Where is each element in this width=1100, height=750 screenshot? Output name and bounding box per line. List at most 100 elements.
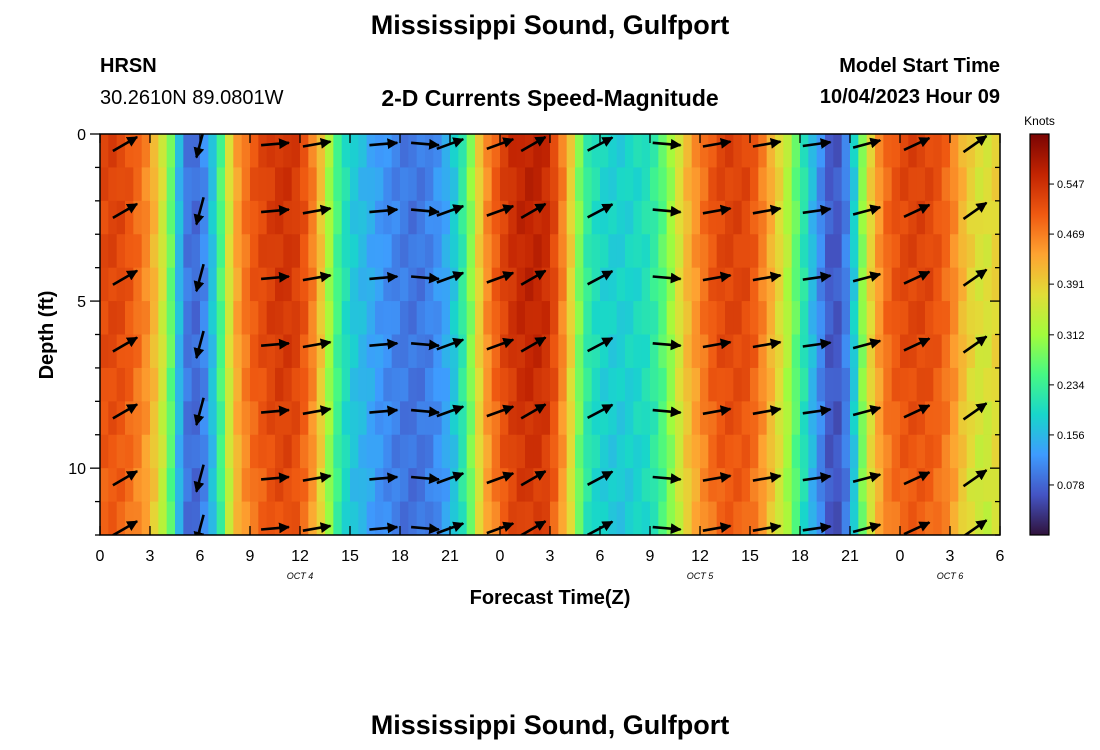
heatmap-cell <box>150 134 159 169</box>
y-tick-label: 10 <box>68 461 86 478</box>
heatmap-cell <box>175 334 184 369</box>
heatmap-cell <box>516 234 526 269</box>
x-tick-label: 0 <box>896 548 905 565</box>
heatmap-cell <box>558 301 568 336</box>
heatmap-cell <box>850 200 859 235</box>
heatmap-cell <box>600 267 609 302</box>
heatmap-cell <box>216 401 226 436</box>
heatmap-cell <box>733 267 743 302</box>
heatmap-cell <box>608 401 618 436</box>
heatmap-cell <box>475 434 484 469</box>
heatmap-cell <box>975 401 984 436</box>
heatmap-cell <box>483 334 493 369</box>
heatmap-cell <box>458 401 468 436</box>
heatmap-cell <box>350 401 359 436</box>
colorbar-tick-label: 0.078 <box>1057 480 1085 492</box>
heatmap-cell <box>716 167 726 202</box>
heatmap-cell <box>325 434 334 469</box>
heatmap-cell <box>566 401 576 436</box>
heatmap-cell <box>791 267 801 302</box>
heatmap-cell <box>508 501 518 535</box>
heatmap-cell <box>466 200 476 235</box>
heatmap-cell <box>250 200 259 235</box>
heatmap-cell <box>875 167 884 202</box>
heatmap-cell <box>975 434 984 469</box>
heatmap-cell <box>758 267 768 302</box>
heatmap-cell <box>625 334 634 369</box>
heatmap-cell <box>241 468 251 503</box>
heatmap-cell <box>991 334 1000 369</box>
current-vector-arrow <box>962 134 988 154</box>
heatmap-cell <box>566 267 576 302</box>
heatmap-cell <box>158 167 168 202</box>
heatmap-cell <box>575 167 584 202</box>
heatmap-cell <box>116 468 126 503</box>
heatmap-cell <box>241 200 251 235</box>
heatmap-cell <box>325 167 334 202</box>
heatmap-cell <box>800 367 809 402</box>
heatmap-cell <box>516 468 526 503</box>
heatmap-cell <box>583 200 593 235</box>
heatmap-cell <box>658 401 668 436</box>
heatmap-cell <box>783 200 793 235</box>
heatmap-cell <box>850 167 859 202</box>
heatmap-cell <box>550 434 559 469</box>
heatmap-cell <box>966 501 976 535</box>
heatmap-cell <box>375 468 384 503</box>
heatmap-cell <box>275 468 284 503</box>
current-vector-arrow <box>802 271 832 283</box>
heatmap-cell <box>258 334 268 369</box>
heatmap-cell <box>316 301 326 336</box>
heatmap-cell <box>750 367 759 402</box>
heatmap-cell <box>558 367 568 402</box>
heatmap-cell <box>158 367 168 402</box>
heatmap-cell <box>666 468 676 503</box>
heatmap-cell <box>483 434 493 469</box>
heatmap-cell <box>225 401 234 436</box>
heatmap-cell <box>125 167 134 202</box>
heatmap-cell <box>833 401 843 436</box>
heatmap-cell <box>633 301 643 336</box>
heatmap-cell <box>425 301 434 336</box>
heatmap-cell <box>225 468 234 503</box>
heatmap-cell <box>458 334 468 369</box>
heatmap-cell <box>125 200 134 235</box>
heatmap-cell <box>300 367 309 402</box>
heatmap-cell <box>366 434 376 469</box>
heatmap-cell <box>475 167 484 202</box>
heatmap-cell <box>991 134 1000 169</box>
heatmap-cell <box>600 134 609 169</box>
heatmap-cell <box>666 367 676 402</box>
heatmap-cell <box>675 134 684 169</box>
heatmap-cell <box>308 234 318 269</box>
heatmap-cell <box>133 401 143 436</box>
heatmap-cell <box>266 301 276 336</box>
heatmap-cell <box>116 301 126 336</box>
heatmap-cell <box>250 267 259 302</box>
heatmap-cell <box>658 134 668 169</box>
heatmap-cell <box>300 468 309 503</box>
heatmap-cell <box>583 434 593 469</box>
heatmap-cell <box>750 468 759 503</box>
heatmap-cell <box>791 200 801 235</box>
heatmap-cell <box>733 200 743 235</box>
heatmap-cell <box>100 301 109 336</box>
heatmap-cell <box>566 134 576 169</box>
heatmap-cell <box>658 200 668 235</box>
heatmap-cell <box>350 434 359 469</box>
heatmap-cell <box>866 134 876 169</box>
heatmap-cell <box>291 468 301 503</box>
heatmap-cell <box>466 434 476 469</box>
heatmap-cell <box>350 200 359 235</box>
heatmap-cell <box>283 334 293 369</box>
heatmap-cell <box>408 401 418 436</box>
heatmap-cell <box>508 267 518 302</box>
heatmap-cell <box>700 234 709 269</box>
heatmap-cell <box>166 367 176 402</box>
heatmap-cell <box>641 167 651 202</box>
heatmap-cell <box>216 200 226 235</box>
x-tick-label: 6 <box>596 548 605 565</box>
heatmap-cell <box>625 468 634 503</box>
heatmap-cell <box>958 234 968 269</box>
heatmap-cell <box>741 434 751 469</box>
